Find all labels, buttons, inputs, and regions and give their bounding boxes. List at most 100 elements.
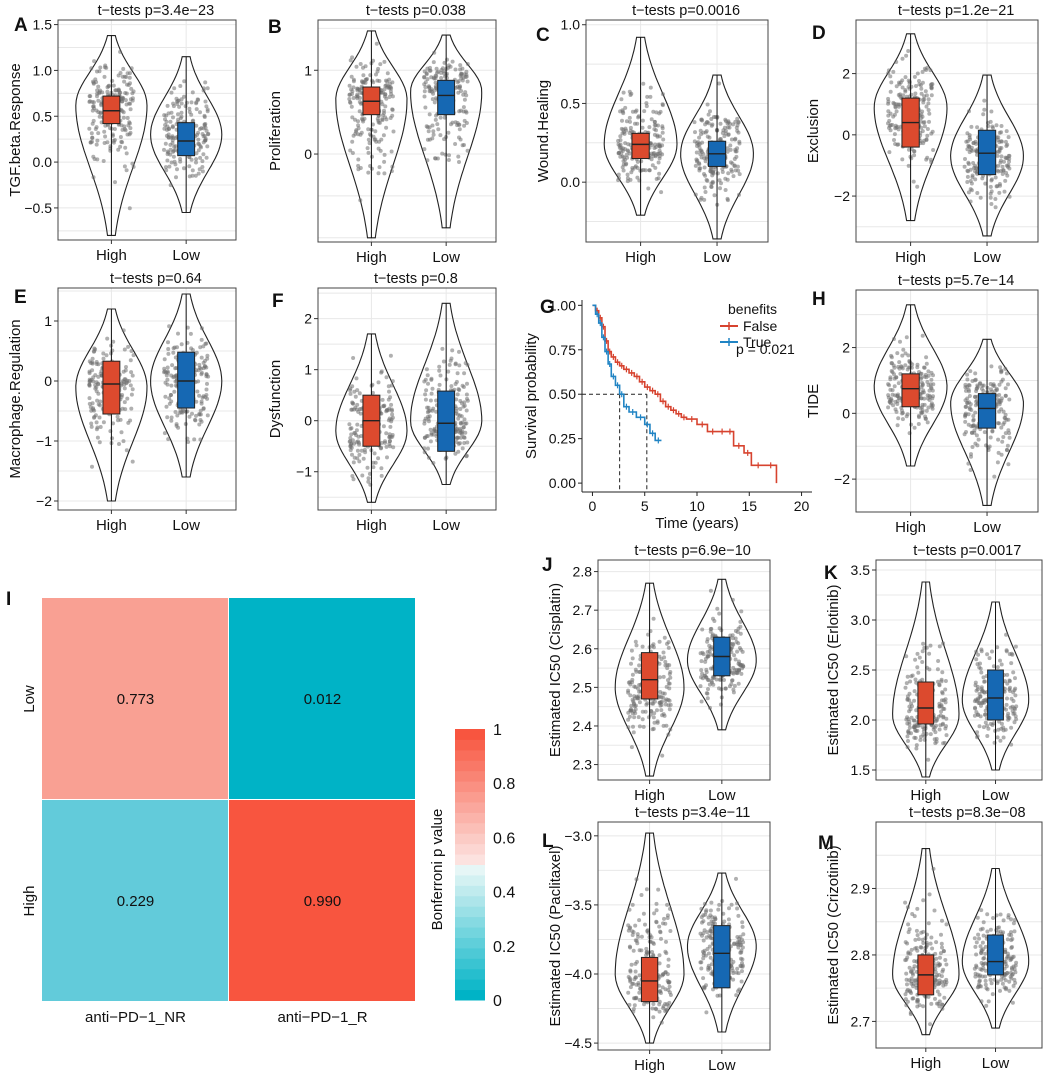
- point: [188, 331, 193, 336]
- point: [895, 142, 900, 147]
- point: [116, 87, 121, 92]
- point: [348, 444, 353, 449]
- point: [462, 435, 467, 440]
- point: [1007, 397, 1012, 402]
- point: [886, 121, 890, 126]
- point: [928, 1022, 933, 1027]
- point: [660, 130, 665, 135]
- point: [167, 396, 172, 401]
- y-tick-label: 0: [44, 373, 52, 389]
- point: [125, 82, 129, 87]
- point: [661, 137, 666, 142]
- point: [740, 924, 745, 929]
- violin-low: [686, 872, 757, 1033]
- point: [199, 419, 204, 424]
- point: [90, 108, 95, 113]
- point: [205, 396, 210, 401]
- point: [124, 168, 129, 173]
- point: [357, 109, 362, 114]
- point: [383, 115, 388, 120]
- point: [912, 425, 917, 430]
- point: [976, 437, 981, 442]
- point: [172, 159, 177, 164]
- point: [374, 41, 379, 46]
- panel-letter: A: [14, 15, 28, 36]
- y-tick-label: 1: [304, 62, 312, 78]
- point: [122, 347, 127, 352]
- point: [95, 138, 100, 143]
- point: [986, 726, 991, 731]
- y-axis-label: Proliferation: [267, 91, 284, 171]
- point: [900, 411, 905, 416]
- point: [625, 172, 630, 177]
- point: [89, 424, 94, 429]
- point: [458, 63, 463, 68]
- point: [985, 734, 990, 738]
- panel-letter: D: [812, 23, 826, 44]
- point: [634, 108, 639, 113]
- point: [719, 181, 723, 186]
- point: [95, 435, 100, 440]
- point: [732, 157, 737, 161]
- point: [923, 89, 928, 94]
- point: [168, 119, 173, 124]
- point: [350, 115, 355, 120]
- point: [653, 142, 658, 147]
- point: [629, 91, 634, 96]
- point: [348, 100, 352, 104]
- point: [172, 389, 177, 394]
- y-tick-label: 0.5: [33, 108, 53, 124]
- point: [352, 389, 357, 394]
- point: [164, 404, 169, 409]
- point: [173, 147, 178, 152]
- point: [465, 79, 470, 84]
- point: [668, 727, 673, 732]
- point: [165, 377, 170, 382]
- point: [385, 71, 390, 76]
- point: [430, 97, 435, 102]
- point: [171, 115, 175, 120]
- point: [895, 351, 900, 356]
- point: [906, 922, 911, 927]
- point: [635, 166, 640, 170]
- point: [1009, 696, 1014, 701]
- point: [205, 109, 210, 114]
- point: [667, 1000, 672, 1005]
- point: [372, 451, 377, 456]
- point: [718, 121, 723, 126]
- point: [990, 992, 995, 997]
- point: [998, 158, 1003, 163]
- violin-high: [892, 581, 960, 778]
- point: [1004, 702, 1009, 707]
- point: [628, 693, 633, 698]
- point: [924, 104, 929, 109]
- point: [390, 379, 395, 384]
- point: [913, 91, 918, 96]
- y-tick-label: 2.5: [573, 679, 593, 695]
- point: [654, 901, 659, 906]
- point: [347, 439, 352, 444]
- point: [199, 126, 204, 131]
- point: [725, 196, 730, 201]
- point: [456, 387, 461, 392]
- point: [655, 134, 660, 139]
- point: [925, 133, 930, 138]
- point: [995, 645, 1000, 650]
- point: [626, 990, 631, 995]
- point: [971, 414, 976, 418]
- point: [654, 919, 659, 924]
- point: [657, 989, 662, 994]
- point: [646, 715, 651, 720]
- point: [455, 371, 460, 376]
- point: [199, 399, 204, 404]
- y-tick-label: 0.5: [561, 95, 581, 111]
- point: [658, 675, 662, 680]
- point: [365, 146, 370, 151]
- y-tick-label: 2.6: [573, 641, 593, 657]
- point: [901, 93, 906, 98]
- point: [708, 705, 712, 710]
- point: [973, 177, 978, 182]
- point: [426, 381, 430, 386]
- point: [738, 663, 743, 668]
